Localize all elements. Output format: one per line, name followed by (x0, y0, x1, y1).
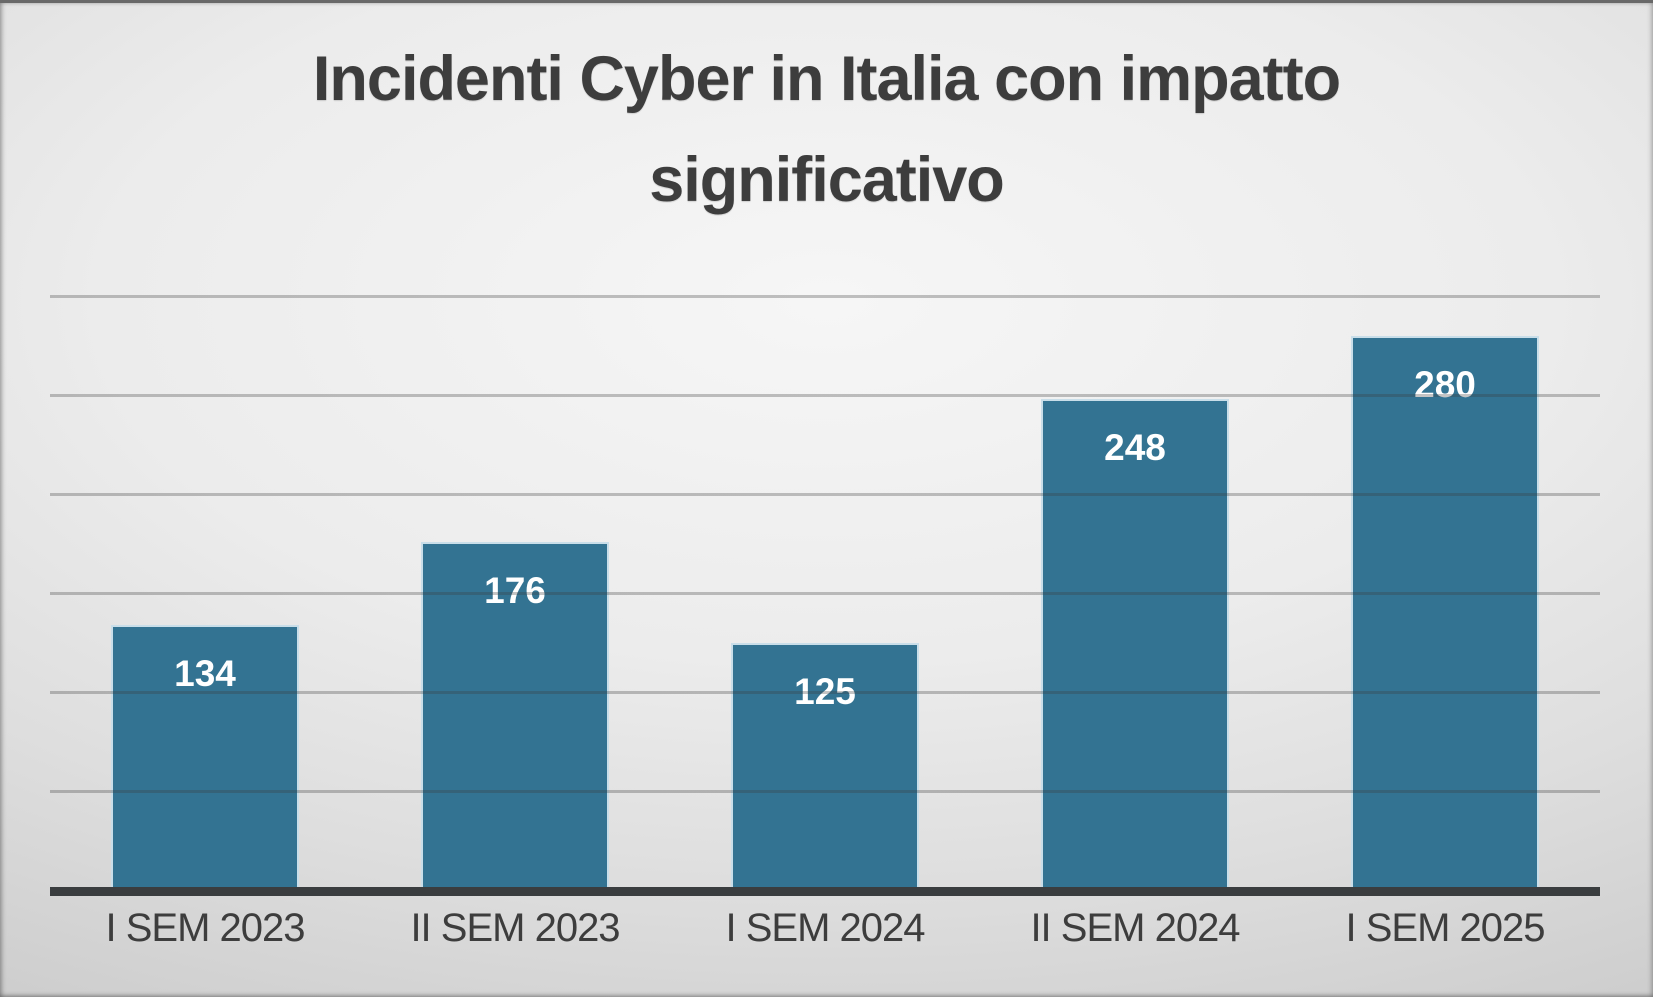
bar-slot: 176 (360, 296, 670, 890)
gridline (50, 493, 1600, 496)
chart-title-text: Incidenti Cyber in Italia con impatto si… (312, 44, 1341, 215)
gridline (50, 295, 1600, 298)
gridline (50, 394, 1600, 397)
bar-value-label: 248 (1104, 426, 1166, 468)
plot-area: 134 176 125 248 280 (50, 295, 1600, 890)
bar-value-label: 176 (484, 569, 546, 611)
x-axis-label: I SEM 2025 (1345, 906, 1545, 950)
chart-title: Incidenti Cyber in Italia con impatto si… (0, 29, 1653, 231)
gridline (50, 691, 1600, 694)
bar-slot: 134 (50, 296, 360, 890)
bars-row: 134 176 125 248 280 (50, 296, 1600, 890)
x-axis-labels-row: I SEM 2023 II SEM 2023 I SEM 2024 II SEM 20… (50, 906, 1600, 951)
gridline (50, 790, 1600, 793)
bar-ii-sem-2024: 248 (1041, 398, 1229, 890)
bar-slot: 248 (980, 296, 1290, 890)
gridline (50, 592, 1600, 595)
x-axis-label: I SEM 2023 (105, 906, 305, 950)
bar-ii-sem-2023: 176 (421, 541, 609, 890)
x-axis-label: II SEM 2023 (410, 906, 620, 950)
bar-i-sem-2024: 125 (731, 642, 919, 890)
bar-value-label: 125 (794, 670, 856, 712)
bar-value-label: 134 (174, 652, 236, 694)
bar-i-sem-2023: 134 (111, 624, 299, 890)
bar-slot: 125 (670, 296, 980, 890)
bar-value-label: 280 (1414, 363, 1476, 405)
x-axis-label: I SEM 2024 (725, 906, 925, 950)
x-axis-label: II SEM 2024 (1030, 906, 1240, 950)
x-axis-line (50, 887, 1600, 896)
bar-i-sem-2025: 280 (1351, 335, 1539, 890)
bar-slot: 280 (1290, 296, 1600, 890)
